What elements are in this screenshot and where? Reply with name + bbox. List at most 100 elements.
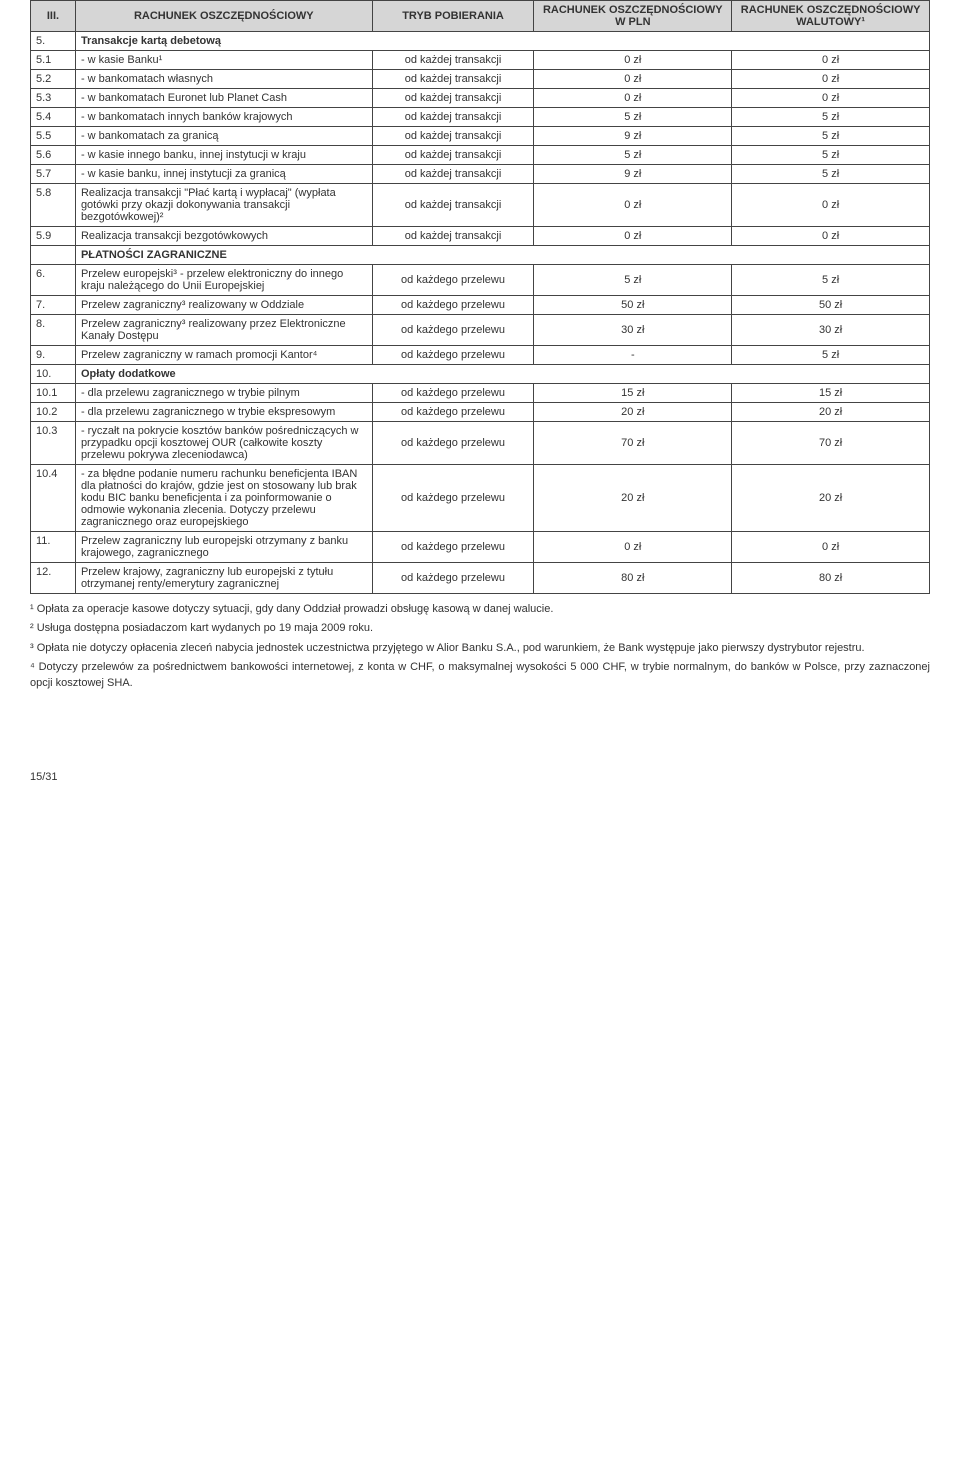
row-desc: - dla przelewu zagranicznego w trybie pi… — [75, 384, 372, 403]
hdr-col1: III. — [31, 1, 76, 32]
row-num: 8. — [31, 315, 76, 346]
row-v1: 80 zł — [534, 563, 732, 594]
section-header: PŁATNOŚCI ZAGRANICZNE — [75, 246, 929, 265]
row-desc: Realizacja transakcji "Płać kartą i wypł… — [75, 184, 372, 227]
row-desc: - w bankomatach własnych — [75, 70, 372, 89]
row-v2: 0 zł — [732, 51, 930, 70]
row-v1: 50 zł — [534, 296, 732, 315]
row-mode: od każdej transakcji — [372, 165, 534, 184]
row-v1: 0 zł — [534, 227, 732, 246]
row-v2: 5 zł — [732, 265, 930, 296]
table-row: 10.4 - za błędne podanie numeru rachunku… — [31, 465, 930, 532]
table-row: 5.7 - w kasie banku, innej instytucji za… — [31, 165, 930, 184]
table-row: 5.4 - w bankomatach innych banków krajow… — [31, 108, 930, 127]
row-mode: od każdego przelewu — [372, 403, 534, 422]
row-num: 10.1 — [31, 384, 76, 403]
table-row: 7.Przelew zagraniczny³ realizowany w Odd… — [31, 296, 930, 315]
hdr-col5: RACHUNEK OSZCZĘDNOŚCIOWY WALUTOWY¹ — [732, 1, 930, 32]
row-v2: 20 zł — [732, 465, 930, 532]
row-num: 5.1 — [31, 51, 76, 70]
row-v1: 0 zł — [534, 184, 732, 227]
row-desc: Przelew europejski³ - przelew elektronic… — [75, 265, 372, 296]
row-v1: 15 zł — [534, 384, 732, 403]
row-v2: 5 zł — [732, 165, 930, 184]
row-num: 5.4 — [31, 108, 76, 127]
table-row: 6.Przelew europejski³ - przelew elektron… — [31, 265, 930, 296]
row-v2: 30 zł — [732, 315, 930, 346]
row-v2: 5 zł — [732, 346, 930, 365]
table-row: 5.3 - w bankomatach Euronet lub Planet C… — [31, 89, 930, 108]
table-row: 8.Przelew zagraniczny³ realizowany przez… — [31, 315, 930, 346]
row-desc: - w kasie banku, innej instytucji za gra… — [75, 165, 372, 184]
row-num: 10.2 — [31, 403, 76, 422]
section-header: Opłaty dodatkowe — [75, 365, 929, 384]
row-mode: od każdej transakcji — [372, 184, 534, 227]
row-v1: 20 zł — [534, 465, 732, 532]
row-v2: 0 zł — [732, 70, 930, 89]
table-row: 5.8Realizacja transakcji "Płać kartą i w… — [31, 184, 930, 227]
row-v2: 0 zł — [732, 89, 930, 108]
row-desc: Przelew krajowy, zagraniczny lub europej… — [75, 563, 372, 594]
row-num: 9. — [31, 346, 76, 365]
row-mode: od każdego przelewu — [372, 532, 534, 563]
footnotes: ¹ Opłata za operacje kasowe dotyczy sytu… — [30, 602, 930, 691]
row-v1: 5 zł — [534, 108, 732, 127]
hdr-col2: RACHUNEK OSZCZĘDNOŚCIOWY — [75, 1, 372, 32]
footnote-4: ⁴ Dotyczy przelewów za pośrednictwem ban… — [30, 660, 930, 691]
table-row: 10.2 - dla przelewu zagranicznego w tryb… — [31, 403, 930, 422]
footnote-3: ³ Opłata nie dotyczy opłacenia zleceń na… — [30, 641, 930, 656]
row-v1: 20 zł — [534, 403, 732, 422]
fee-table: III. RACHUNEK OSZCZĘDNOŚCIOWY TRYB POBIE… — [30, 0, 930, 594]
row-v2: 5 zł — [732, 127, 930, 146]
row-v2: 80 zł — [732, 563, 930, 594]
row-v2: 50 zł — [732, 296, 930, 315]
table-row: 5.6 - w kasie innego banku, innej instyt… — [31, 146, 930, 165]
row-mode: od każdej transakcji — [372, 108, 534, 127]
table-row: 12.Przelew krajowy, zagraniczny lub euro… — [31, 563, 930, 594]
row-num: 10. — [31, 365, 76, 384]
row-num: 5.2 — [31, 70, 76, 89]
row-desc: Przelew zagraniczny lub europejski otrzy… — [75, 532, 372, 563]
row-desc: Przelew zagraniczny w ramach promocji Ka… — [75, 346, 372, 365]
row-num: 11. — [31, 532, 76, 563]
row-desc: - za błędne podanie numeru rachunku bene… — [75, 465, 372, 532]
table-header: III. RACHUNEK OSZCZĘDNOŚCIOWY TRYB POBIE… — [31, 1, 930, 32]
row-num: 7. — [31, 296, 76, 315]
table-row: 10.Opłaty dodatkowe — [31, 365, 930, 384]
row-num: 12. — [31, 563, 76, 594]
row-num: 5.7 — [31, 165, 76, 184]
table-row: 11.Przelew zagraniczny lub europejski ot… — [31, 532, 930, 563]
row-v1: 0 zł — [534, 70, 732, 89]
row-mode: od każdej transakcji — [372, 51, 534, 70]
row-mode: od każdej transakcji — [372, 70, 534, 89]
row-desc: - ryczałt na pokrycie kosztów banków poś… — [75, 422, 372, 465]
row-desc: Przelew zagraniczny³ realizowany przez E… — [75, 315, 372, 346]
row-num: 5.9 — [31, 227, 76, 246]
table-row: 5.Transakcje kartą debetową — [31, 32, 930, 51]
row-num: 5.8 — [31, 184, 76, 227]
section-header: Transakcje kartą debetową — [75, 32, 929, 51]
footnote-2: ² Usługa dostępna posiadaczom kart wydan… — [30, 621, 930, 636]
row-num: 5. — [31, 32, 76, 51]
row-desc: Przelew zagraniczny³ realizowany w Oddzi… — [75, 296, 372, 315]
row-v2: 70 zł — [732, 422, 930, 465]
page-number: 15/31 — [30, 771, 930, 783]
row-desc: - w bankomatach innych banków krajowych — [75, 108, 372, 127]
row-desc: - w bankomatach za granicą — [75, 127, 372, 146]
table-row: 10.1 - dla przelewu zagranicznego w tryb… — [31, 384, 930, 403]
row-desc: - dla przelewu zagranicznego w trybie ek… — [75, 403, 372, 422]
row-mode: od każdej transakcji — [372, 89, 534, 108]
row-v1: 9 zł — [534, 127, 732, 146]
footnote-1: ¹ Opłata za operacje kasowe dotyczy sytu… — [30, 602, 930, 617]
table-row: PŁATNOŚCI ZAGRANICZNE — [31, 246, 930, 265]
hdr-col3: TRYB POBIERANIA — [372, 1, 534, 32]
row-mode: od każdego przelewu — [372, 315, 534, 346]
row-num: 5.5 — [31, 127, 76, 146]
row-mode: od każdego przelewu — [372, 563, 534, 594]
row-num: 5.3 — [31, 89, 76, 108]
row-v1: 5 zł — [534, 265, 732, 296]
row-num: 10.3 — [31, 422, 76, 465]
row-v2: 0 zł — [732, 532, 930, 563]
row-mode: od każdego przelewu — [372, 346, 534, 365]
table-row: 5.2 - w bankomatach własnychod każdej tr… — [31, 70, 930, 89]
